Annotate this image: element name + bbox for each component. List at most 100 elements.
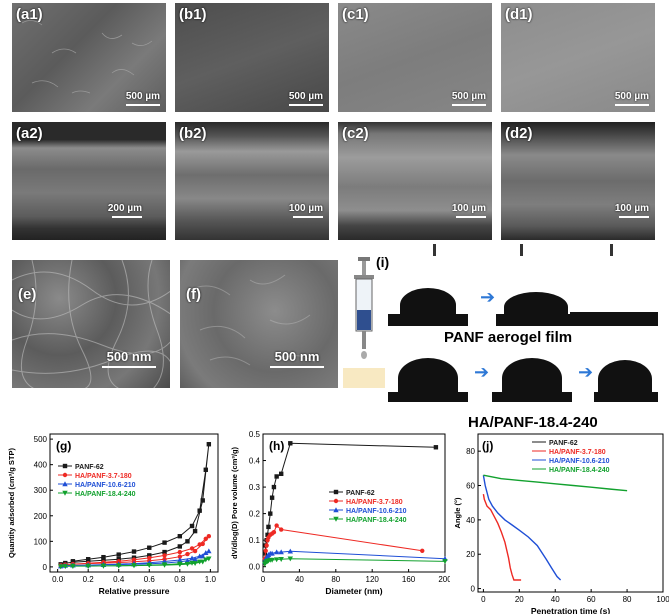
data-point: [279, 527, 284, 532]
data-point: [177, 544, 183, 549]
chart-g-isotherm: 0.0 0.2 0.4 0.6 0.8 1.0 0 100 200 300 400 500 Relati…: [7, 433, 219, 596]
chart-h-pore-distribution: 0 40 80 120 160 200 0.0 0.1 0.2 0.3 0.4 0.5 Diameter…: [230, 430, 450, 596]
data-point: [85, 563, 91, 569]
data-point: [274, 523, 279, 528]
needle-2: [520, 244, 523, 256]
x-tick-label: 200: [438, 575, 450, 584]
data-point: [192, 528, 198, 534]
data-point: [262, 551, 268, 556]
plot-frame: [262, 433, 446, 573]
data-point: [177, 557, 183, 563]
data-point: [131, 557, 137, 562]
data-point: [278, 557, 284, 562]
series-line: [482, 493, 522, 581]
data-point: [184, 558, 191, 563]
substrate: [343, 368, 385, 388]
y-axis-label: dV/dlog(D) Pore volume (cm³/g): [230, 446, 239, 559]
y-axis-label: Quantity adsorbed (cm³/g STP): [7, 447, 16, 558]
data-point: [177, 549, 183, 555]
data-point: [288, 441, 293, 446]
drop-bottom-row: ➔ ➔: [388, 352, 658, 402]
scale-bar: 100 µm: [452, 203, 486, 218]
data-point: [147, 555, 152, 561]
series-line: [264, 558, 446, 565]
data-point: [333, 507, 339, 513]
x-tick-label: 120: [366, 575, 380, 584]
data-point: [189, 546, 195, 551]
data-point: [333, 489, 339, 495]
x-tick-label: 60: [587, 595, 596, 604]
y-axis-label: Angle (°): [453, 497, 462, 528]
x-tick-label: 0.4: [113, 575, 125, 584]
panel-label: (a2): [16, 125, 43, 142]
scale-bar: 500 µm: [126, 91, 160, 106]
panel-label: (c2): [342, 125, 369, 142]
legend-label: HA/PANF-10.6-210: [346, 508, 407, 515]
x-tick-label: 20: [515, 595, 524, 604]
data-point: [442, 559, 448, 565]
scale-bar: 100 µm: [615, 203, 649, 218]
data-point: [177, 554, 183, 559]
sem-panel-d1: (d1) 500 µm: [501, 3, 655, 112]
surface-texture: [189, 274, 316, 366]
data-point: [287, 548, 293, 554]
syringe-icon: [354, 257, 374, 359]
scale-bar: 100 µm: [289, 203, 323, 218]
scale-bar: 500 µm: [289, 91, 323, 106]
data-point: [206, 548, 212, 554]
panel-label: (e): [18, 286, 37, 303]
data-point: [100, 563, 107, 569]
data-point: [62, 490, 68, 496]
data-point: [131, 549, 137, 554]
data-point: [263, 548, 268, 553]
data-point: [196, 553, 203, 559]
data-point: [197, 542, 202, 547]
x-axis-label: Relative pressure: [99, 586, 170, 596]
caption-panf: PANF aerogel film: [444, 329, 573, 346]
data-point: [185, 539, 190, 544]
scale-bar: 500 µm: [615, 91, 649, 106]
y-tick-label: 500: [34, 435, 48, 444]
plot-frame: [477, 433, 664, 593]
caption-ha: HA/PANF-18.4-240: [468, 414, 598, 431]
data-point: [206, 442, 212, 447]
data-point: [101, 554, 106, 560]
data-point: [116, 559, 121, 564]
panel-label: (a1): [16, 6, 43, 23]
data-point: [273, 549, 280, 555]
data-point: [269, 557, 275, 563]
data-point: [203, 467, 208, 472]
legend-label: PANF-62: [75, 464, 104, 471]
data-point: [189, 555, 195, 561]
data-point: [161, 562, 168, 568]
data-point: [271, 484, 277, 490]
data-point: [177, 561, 183, 567]
sem-panel-c1: (c1) 500 µm: [338, 3, 492, 112]
sem-panel-a2: (a2) 200 µm: [12, 122, 166, 240]
data-point: [197, 508, 202, 513]
x-tick-label: 1.0: [205, 575, 217, 584]
data-point: [184, 561, 191, 567]
data-point: [433, 445, 439, 450]
panel-label: (b2): [179, 125, 207, 142]
legend-label: HA/PANF-10.6-210: [549, 458, 610, 465]
x-tick-label: 40: [551, 595, 560, 604]
series-line: [483, 474, 628, 492]
y-tick-label: 20: [466, 550, 475, 559]
legend-label: HA/PANF-3.7-180: [549, 449, 606, 456]
drop-image-1: [388, 278, 468, 326]
data-point: [203, 557, 209, 563]
y-tick-label: 100: [34, 537, 48, 546]
panel-label: (d2): [505, 125, 533, 142]
data-point: [271, 529, 277, 535]
y-tick-label: 60: [466, 482, 475, 491]
data-point: [147, 553, 152, 558]
data-point: [185, 551, 190, 557]
series-line: [482, 475, 562, 581]
legend-label: HA/PANF-3.7-180: [346, 499, 403, 506]
y-tick-label: 80: [466, 447, 475, 456]
data-point: [203, 550, 209, 556]
y-tick-label: 0.3: [249, 483, 261, 492]
data-point: [333, 516, 339, 522]
plot-frame: [49, 433, 219, 573]
